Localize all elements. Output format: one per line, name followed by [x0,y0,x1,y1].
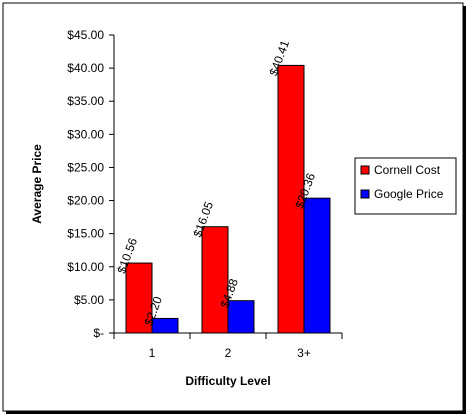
legend-swatch [360,189,370,199]
y-axis-title: Average Price [30,144,44,224]
y-tick-label: $45.00 [67,28,104,42]
y-tick-label: $20.00 [67,194,104,208]
y-tick-label: $30.00 [67,127,104,141]
y-tick-label: $40.00 [67,61,104,75]
y-tick-label: $5.00 [74,293,104,307]
legend-swatch [360,165,370,175]
bar [303,197,331,334]
y-tick-label: $10.00 [67,260,104,274]
legend-label: Cornell Cost [374,163,441,177]
x-tick-label: 3+ [297,346,311,360]
bar [201,226,229,334]
x-tick-label: 1 [149,346,156,360]
y-tick-label: $35.00 [67,94,104,108]
x-tick-label: 2 [225,346,232,360]
y-tick-label: $25.00 [67,160,104,174]
legend-label: Google Price [374,187,444,201]
bar [277,64,305,334]
y-tick-label: $15.00 [67,227,104,241]
x-axis-title: Difficulty Level [185,374,270,388]
legend-box [354,157,457,215]
y-tick-label: $- [93,326,104,340]
